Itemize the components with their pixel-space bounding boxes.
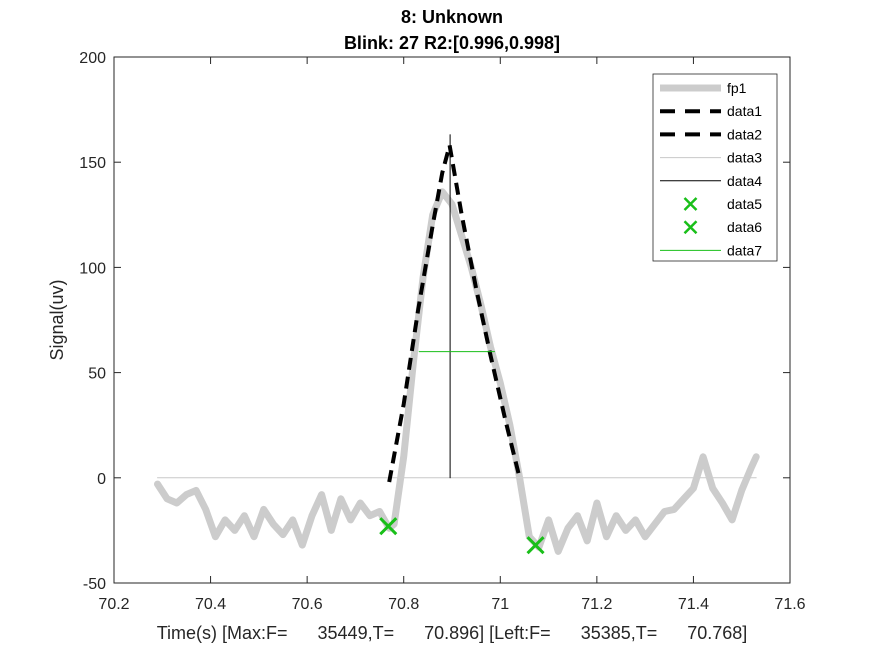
legend: fp1 data1 data2 data3 data4 data5 data6 data7: [652, 73, 778, 262]
y-tick-label-3: 100: [79, 260, 106, 277]
y-tick-label-4: 150: [79, 155, 106, 172]
legend-box: [652, 73, 778, 262]
x-tick-label-1: 70.4: [195, 596, 226, 613]
ticks-layer: 70.2 70.4 70.6 70.8 71 71.2 71.4 71.6 -50 0 50 100 1…: [79, 50, 805, 613]
legend-data6-label: data6: [727, 219, 762, 235]
y-axis-label: Signal(uv): [47, 279, 67, 360]
axes-layer: [113, 56, 791, 584]
chart-title-line1: 8: Unknown: [401, 7, 503, 27]
y-tick-label-0: -50: [83, 576, 106, 593]
x-tick-label-7: 71.6: [774, 596, 805, 613]
legend-data5-marker: [683, 197, 698, 211]
legend-fp1-label: fp1: [727, 80, 747, 96]
series-data2-line: [447, 145, 522, 479]
x-tick-label-5: 71.2: [581, 596, 612, 613]
x-tick-label-2: 70.6: [292, 596, 323, 613]
series-data1-line: [387, 144, 452, 483]
series-fp1-line: [154, 188, 760, 555]
x-tick-label-6: 71.4: [678, 596, 709, 613]
x-axis-label: Time(s) [Max:F= 35449,T= 70.896] [Left:F…: [157, 623, 748, 643]
x-tick-label-4: 71: [491, 596, 509, 613]
y-tick-label-2: 50: [88, 366, 106, 383]
series-data5-marker-0: [379, 517, 398, 536]
y-tick-label-1: 0: [97, 471, 106, 488]
chart-title-line2: Blink: 27 R2:[0.996,0.998]: [344, 33, 560, 53]
legend-data5-label: data5: [727, 196, 762, 212]
x-tick-label-3: 70.8: [388, 596, 419, 613]
x-tick-label-0: 70.2: [98, 596, 129, 613]
legend-data4-label: data4: [727, 173, 762, 189]
legend-data3-label: data3: [727, 150, 762, 166]
legend-data7-label: data7: [727, 242, 762, 258]
axes-box: [113, 56, 791, 584]
series-data6-marker-0: [526, 536, 545, 555]
legend-data1-label: data1: [727, 103, 762, 119]
y-tick-label-5: 200: [79, 50, 106, 67]
legend-data6-marker: [683, 220, 698, 235]
data-layer: [154, 134, 760, 555]
legend-data2-label: data2: [727, 126, 762, 142]
